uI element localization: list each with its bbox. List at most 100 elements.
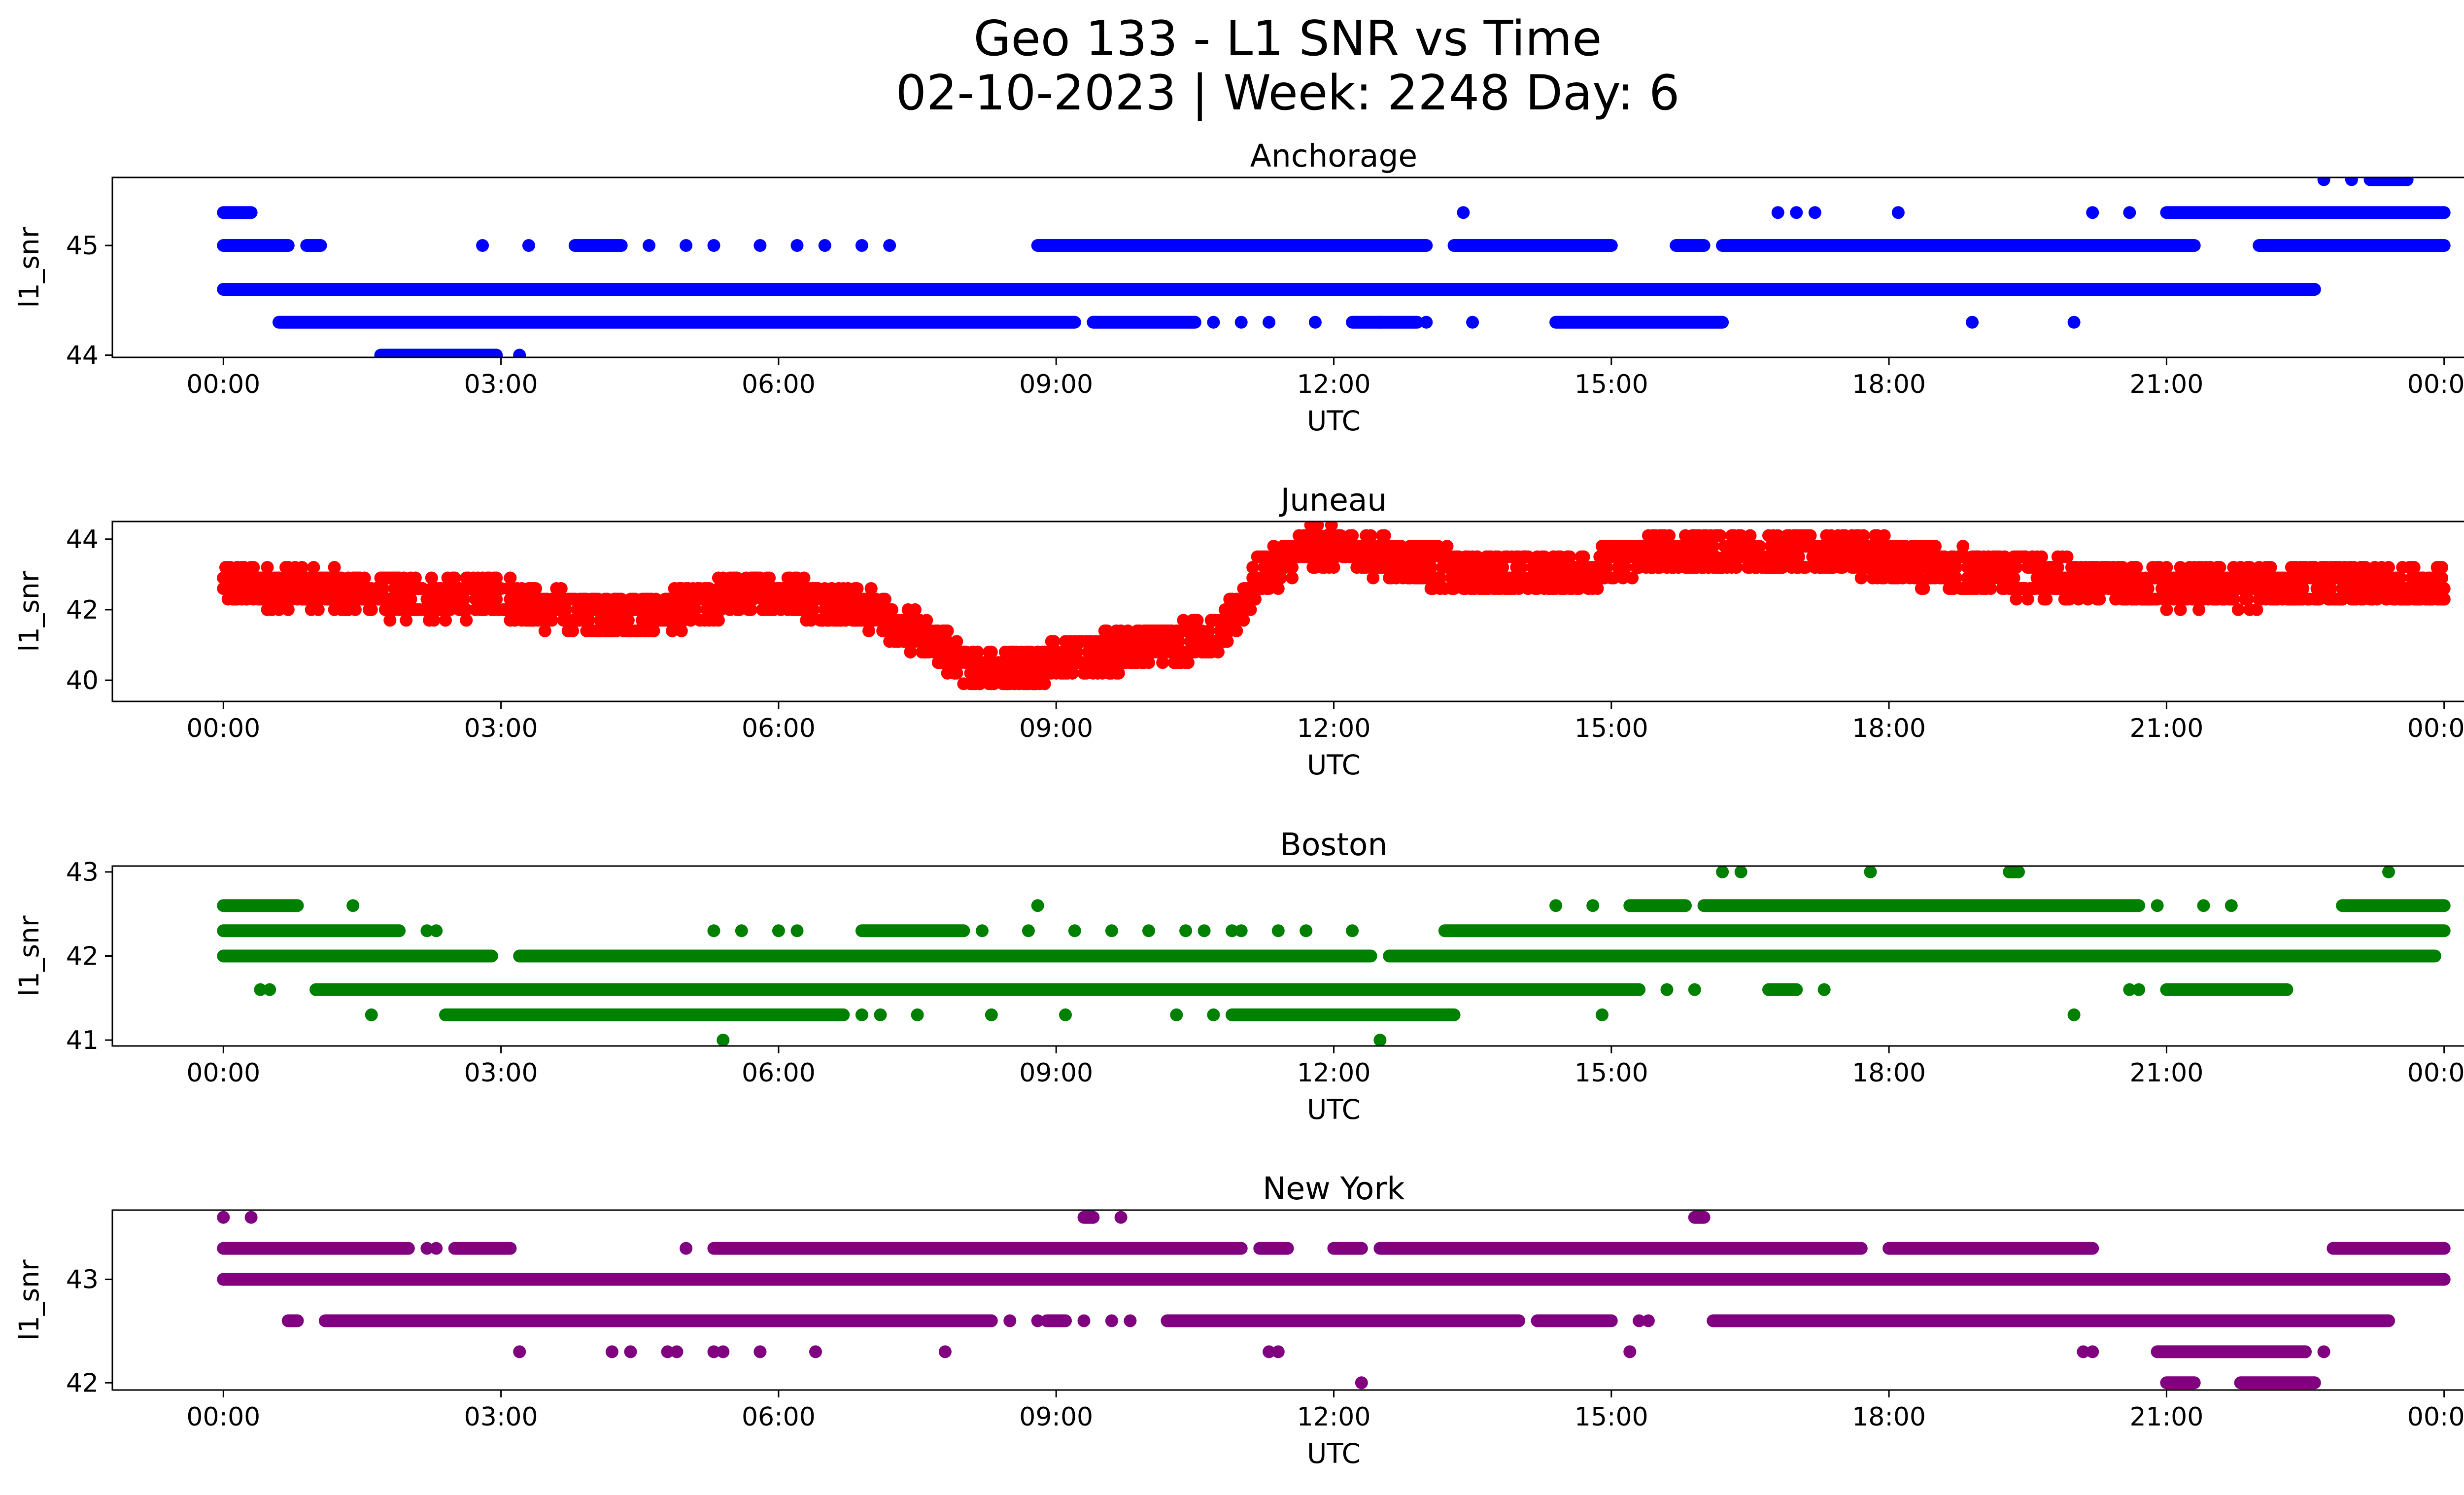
data-point [365,1008,378,1021]
data-point [1466,315,1479,329]
data-point [712,614,725,627]
data-point [1716,866,1729,878]
data-point [1785,540,1798,553]
data-point [976,924,989,938]
data-point [1496,561,1509,574]
data-point [1709,550,1722,563]
x-tick-label: 09:00 [1019,1402,1093,1432]
data-point [878,614,891,627]
data-point [908,603,922,616]
data-point [1563,550,1576,563]
data-point [1308,315,1322,329]
data-point [1360,561,1373,574]
data-point [1607,571,1620,585]
data-point [2151,899,2164,912]
data-point [978,656,991,669]
data-point [273,603,285,616]
data-point [1864,866,1877,878]
data-point [1022,924,1035,938]
data-point [2123,983,2136,996]
data-point [2435,561,2448,574]
x-tick-label: 00:00 [2407,714,2464,743]
data-point [1156,656,1169,669]
data-point [851,582,864,595]
data-point [420,1242,434,1255]
data-point [538,624,551,637]
data-point [559,603,572,616]
data-point [666,624,679,637]
data-point [1355,1376,1368,1390]
data-point [1394,540,1407,553]
data-point [1038,677,1051,691]
data-point [2010,592,2023,606]
data-point [1367,571,1380,585]
data-point [1734,529,1747,542]
data-point [1744,529,1757,542]
data-point [878,592,891,606]
data-point [790,924,804,938]
data-point [1234,924,1248,938]
subplots: 00:00 03:00 06:00 09:00 12:00 15:00 18:00 21:00… [13,138,2464,1469]
data-point [809,1345,822,1358]
data-point [2067,1008,2081,1021]
data-point [2352,571,2365,585]
data-point [1221,635,1234,648]
data-point [261,561,274,574]
data-point [1325,522,1338,532]
x-tick-label: 18:00 [1852,370,1926,399]
data-point [2174,561,2187,574]
data-point [425,571,438,585]
x-tick-label: 00:00 [2407,370,2464,399]
data-point [513,348,526,357]
data-point [1713,529,1727,542]
data-point [717,1345,730,1358]
data-point [680,239,693,252]
data-point [416,582,429,595]
data-point [1271,1345,1285,1358]
data-point [1790,206,1803,219]
data-point [971,645,984,659]
data-point [797,571,811,585]
data-point [1142,656,1155,669]
data-point [1447,582,1461,595]
data-point [420,924,434,938]
data-point [950,635,963,648]
data-point [735,924,748,938]
data-point [733,603,746,616]
data-point [714,603,727,616]
data-point [1514,561,1528,574]
data-point [1112,666,1125,680]
x-tick-label: 03:00 [464,1058,538,1088]
data-point [1586,899,1600,912]
x-axis-label: UTC [1307,405,1361,437]
data-point [2224,899,2238,912]
x-tick-label: 06:00 [742,1058,816,1088]
y-axis-label: l1_snr [13,1259,45,1340]
data-point [1616,571,1630,585]
x-tick-label: 03:00 [464,370,538,399]
y-tick-label: 42 [66,942,99,972]
data-point [529,582,542,595]
data-point [1695,550,1708,563]
data-point [1124,1314,1137,1327]
data-point [1956,540,1970,553]
data-point [311,603,325,616]
data-point [753,1345,767,1358]
data-point [1105,1314,1118,1327]
y-axis-label: l1_snr [13,915,45,996]
x-tick-label: 21:00 [2129,714,2203,743]
data-point [2324,582,2337,595]
x-tick-label: 18:00 [1852,1402,1926,1432]
data-point [790,239,804,252]
subplot-new-york: 00:00 03:00 06:00 09:00 12:00 15:00 18:00 21:00… [13,1171,2464,1469]
data-point [1248,592,1262,606]
data-point [1626,571,1639,585]
data-point [885,603,898,616]
data-point [688,603,702,616]
data-point [1913,571,1926,585]
data-point [448,571,461,585]
data-point [1198,924,1211,938]
data-point [2130,561,2143,574]
x-tick-label: 18:00 [1852,714,1926,743]
